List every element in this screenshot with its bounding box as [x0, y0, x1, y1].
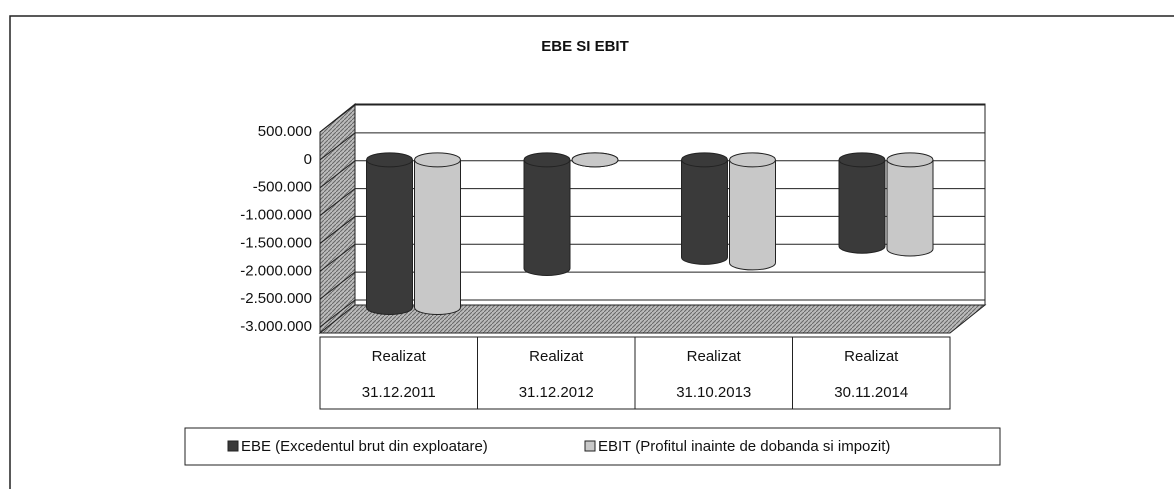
- bar-outline: [886, 159, 934, 249]
- x-tick-label: 31.12.2011: [362, 384, 436, 401]
- bar-outline: [366, 159, 413, 308]
- grid-line: [319, 299, 985, 328]
- side-wall: [319, 102, 356, 335]
- bar-outline: [838, 159, 886, 247]
- y-tick-label: -1.000.000: [240, 207, 312, 224]
- y-tick-label: -2.000.000: [240, 262, 312, 279]
- bar: [887, 159, 933, 249]
- bar-top: [571, 152, 619, 168]
- bar: [839, 159, 885, 247]
- bar-top: [681, 152, 728, 168]
- y-tick-label: -2.500.000: [240, 290, 312, 307]
- bar: [524, 159, 570, 269]
- legend-label: EBIT (Profitul inainte de dobanda si imp…: [598, 438, 890, 455]
- bar-top: [729, 152, 776, 168]
- y-tick-label: 500.000: [258, 123, 312, 140]
- y-tick-label: -1.500.000: [240, 234, 312, 251]
- grid-line: [319, 132, 985, 161]
- x-tick-label: 31.12.2012: [519, 384, 594, 401]
- bar: [729, 159, 776, 263]
- bar: [681, 159, 728, 258]
- bar-outline: [523, 159, 571, 269]
- bar: [414, 159, 461, 308]
- bar-outline: [681, 159, 728, 258]
- legend-marker: [227, 440, 239, 452]
- x-tick-label: 30.11.2014: [834, 384, 908, 401]
- x-tick-label: 31.10.2013: [676, 384, 751, 401]
- bar-outline: [414, 159, 461, 308]
- x-tick-label: Realizat: [687, 348, 742, 365]
- x-tick-label: Realizat: [372, 348, 427, 365]
- bar-top: [366, 152, 413, 168]
- grid-line: [319, 271, 985, 300]
- legend-marker: [584, 440, 596, 452]
- y-tick-label: -3.000.000: [240, 318, 312, 335]
- x-tick-label: Realizat: [529, 348, 584, 365]
- grid-line: [319, 104, 985, 133]
- bar-top: [523, 152, 571, 168]
- bar-top: [838, 152, 886, 168]
- floor: [318, 304, 987, 334]
- frame: [9, 15, 1174, 489]
- bar-outline: [729, 159, 776, 263]
- y-tick-label: 0: [304, 151, 312, 168]
- bar: [366, 159, 413, 308]
- y-tick-label: -500.000: [253, 179, 312, 196]
- legend-label: EBE (Excedentul brut din exploatare): [241, 438, 488, 455]
- chart-title: EBE SI EBIT: [541, 38, 629, 55]
- bar-top: [414, 152, 461, 168]
- bar-top: [886, 152, 934, 168]
- x-tick-label: Realizat: [844, 348, 899, 365]
